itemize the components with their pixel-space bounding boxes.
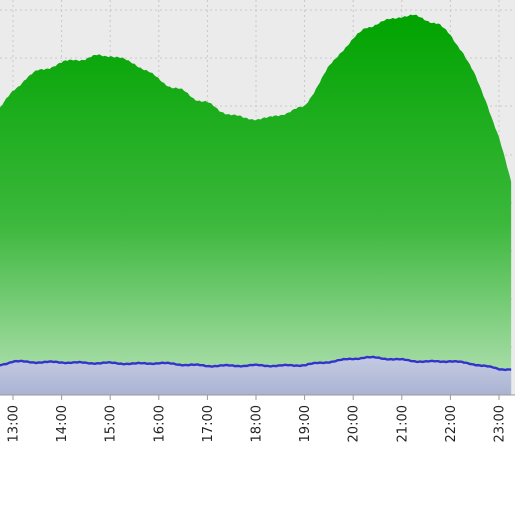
x-tick-label: 20:00 [347, 405, 362, 442]
x-tick-label: 23:00 [493, 405, 508, 442]
x-axis-ticks: 13:00 14:00 15:00 16:00 17:00 18:00 19:00 20:00… [7, 395, 508, 442]
x-tick-label: 13:00 [7, 405, 22, 442]
x-tick-label: 17:00 [201, 405, 216, 442]
series-line-blue [0, 355, 512, 372]
x-tick-label: 21:00 [395, 405, 410, 442]
series-layer [0, 14, 512, 395]
x-tick-label: 16:00 [152, 405, 167, 442]
x-tick-label: 15:00 [104, 405, 119, 442]
x-tick-label: 14:00 [55, 405, 70, 442]
series-area-green [0, 14, 512, 395]
series-fill-blue [0, 356, 512, 395]
x-tick-label: 22:00 [444, 405, 459, 442]
x-tick-label: 18:00 [250, 405, 265, 442]
x-tick-label: 19:00 [298, 405, 313, 442]
